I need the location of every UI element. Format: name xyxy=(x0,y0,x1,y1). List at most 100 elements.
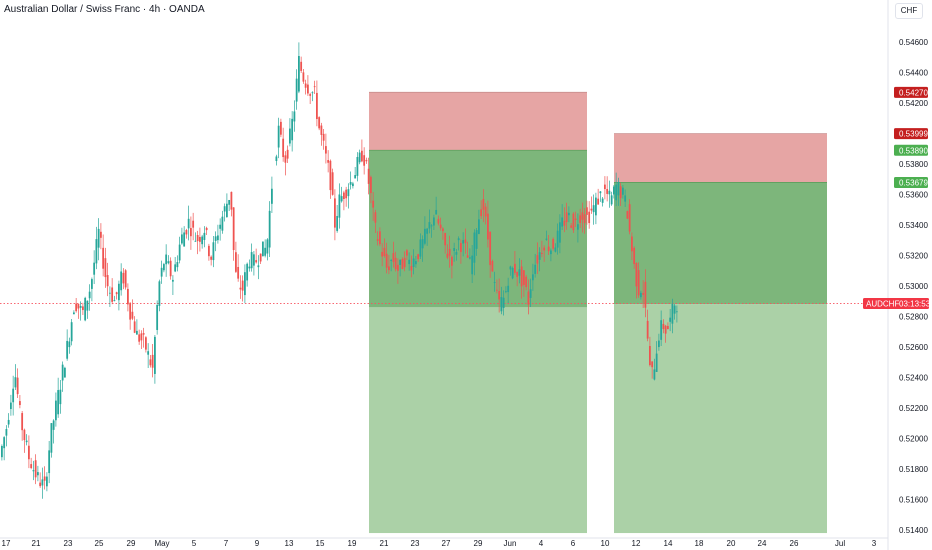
candle-body xyxy=(325,146,327,154)
candle-body xyxy=(464,239,467,244)
candle-body xyxy=(73,312,75,315)
candle-body xyxy=(496,289,498,291)
candle-body xyxy=(370,176,372,194)
candle-body xyxy=(25,440,28,443)
candle-body xyxy=(118,283,120,301)
candle-body xyxy=(406,250,408,256)
candle-body xyxy=(550,250,552,255)
candle-body xyxy=(246,263,249,281)
candle-body xyxy=(37,472,39,476)
x-tick-label: 24 xyxy=(758,539,767,548)
candle-body xyxy=(14,377,17,388)
y-tick-label: 0.54400 xyxy=(899,69,928,78)
candle-body xyxy=(66,340,69,359)
candle-body xyxy=(556,230,559,248)
candle-body xyxy=(318,117,321,129)
candle-body xyxy=(208,245,210,257)
candle-body xyxy=(541,252,543,254)
candle-body xyxy=(340,196,343,202)
candle-body xyxy=(77,303,80,309)
candle-body xyxy=(82,306,84,311)
candle-body xyxy=(433,217,435,226)
candle-body xyxy=(282,138,285,158)
candle-body xyxy=(129,302,132,320)
candle-body xyxy=(385,253,388,268)
candle-body xyxy=(655,353,658,372)
current-price-tag xyxy=(863,298,929,310)
candle-body xyxy=(419,239,422,257)
candle-body xyxy=(46,476,48,487)
candle-body xyxy=(563,220,566,226)
candle-body xyxy=(349,182,352,185)
candle-body xyxy=(446,253,449,258)
candle-body xyxy=(619,186,622,199)
candle-body xyxy=(39,482,42,487)
candle-body xyxy=(399,259,402,265)
candle-body xyxy=(172,279,174,282)
price-tag-label: 0.53679 xyxy=(899,178,928,187)
candle-body xyxy=(264,247,267,256)
candle-body xyxy=(651,361,654,368)
candle-body xyxy=(646,320,649,339)
candle-body xyxy=(160,267,163,277)
candle-body xyxy=(268,210,271,248)
x-tick-label: 12 xyxy=(632,539,641,548)
candle-body xyxy=(228,199,231,205)
candle-body xyxy=(275,156,278,162)
candle-body xyxy=(478,219,480,234)
candle-body xyxy=(365,159,368,162)
candle-body xyxy=(205,227,208,231)
candle-body xyxy=(534,264,537,274)
candle-body xyxy=(424,228,426,244)
candle-body xyxy=(608,190,611,195)
candle-body xyxy=(676,311,678,313)
candle-body xyxy=(16,377,19,395)
candle-body xyxy=(597,198,600,205)
candle-body xyxy=(356,157,359,176)
price-tag xyxy=(894,176,928,188)
y-tick-label: 0.52000 xyxy=(899,435,928,444)
candle-body xyxy=(505,291,507,293)
candle-body xyxy=(57,390,60,415)
candle-body xyxy=(653,369,656,380)
candle-body xyxy=(394,257,397,270)
candle-body xyxy=(311,92,314,94)
currency-button[interactable]: CHF xyxy=(895,3,923,19)
candle-body xyxy=(174,264,177,272)
candle-body xyxy=(100,231,102,238)
candle-body xyxy=(185,230,188,235)
candle-body xyxy=(154,336,156,374)
candle-body xyxy=(241,280,244,291)
x-tick-label: 10 xyxy=(601,539,610,548)
candle-body xyxy=(520,266,523,287)
x-tick-label: 29 xyxy=(127,539,136,548)
candle-body xyxy=(572,213,575,231)
x-tick-label: 25 xyxy=(95,539,104,548)
candle-body xyxy=(127,288,129,305)
candle-body xyxy=(309,94,312,96)
candle-body xyxy=(41,479,44,486)
x-tick-label: 26 xyxy=(790,539,799,548)
candle-body xyxy=(437,218,440,224)
candle-body xyxy=(131,311,134,319)
candle-body xyxy=(199,236,201,242)
candle-body xyxy=(316,92,318,120)
candle-body xyxy=(523,270,525,285)
stop-loss-zone xyxy=(614,133,827,183)
candle-body xyxy=(124,270,127,288)
candle-body xyxy=(484,206,487,217)
candle-body xyxy=(338,194,341,218)
candle-body xyxy=(196,235,199,242)
candle-body xyxy=(167,261,170,264)
candle-body xyxy=(64,367,66,378)
candle-body xyxy=(210,256,213,260)
candle-body xyxy=(48,450,51,474)
candle-body xyxy=(217,235,219,241)
candle-body xyxy=(595,197,597,216)
candle-body xyxy=(475,230,478,249)
candle-body xyxy=(617,181,620,196)
candle-body xyxy=(669,317,672,322)
candle-body xyxy=(331,172,334,195)
candle-body xyxy=(291,118,294,141)
